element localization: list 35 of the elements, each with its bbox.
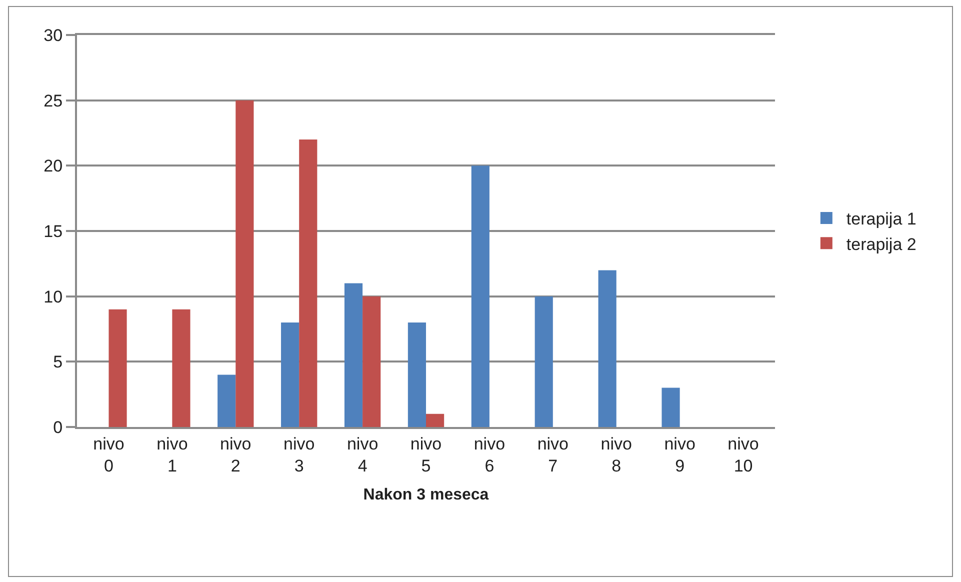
y-tick-label: 20 [44,156,63,176]
bar [218,374,236,427]
bar [408,322,426,427]
x-tick-label: nivo 8 [600,434,632,476]
x-tick-label: nivo 7 [537,434,569,476]
x-tick-label: nivo 10 [728,434,759,476]
bar [108,309,127,427]
bar [299,140,318,427]
x-tick-label: nivo 6 [474,434,506,476]
bar [281,322,300,427]
y-tick-label: 15 [44,222,63,241]
bar [362,296,381,427]
x-tick-label: nivo 4 [346,434,378,476]
bar [172,309,190,427]
x-tick-label: nivo 0 [93,434,124,476]
legend-label: terapija 2 [846,234,916,254]
y-tick-label: 30 [44,26,63,45]
bar [426,414,444,427]
x-tick-label: nivo 5 [410,434,442,476]
bar [236,100,254,427]
bar [598,270,616,427]
legend-label: terapija 1 [846,210,916,229]
y-tick-label: 25 [44,91,63,110]
x-axis-title: Nakon 3 meseca [363,486,489,504]
bar [662,388,680,427]
x-tick-label: nivo 2 [220,434,252,476]
bar [471,166,490,427]
x-tick-label: nivo 3 [283,434,315,476]
x-tick-label: nivo 1 [156,434,188,476]
bar [344,283,363,427]
y-tick-label: 10 [44,287,63,306]
y-tick-label: 5 [53,352,63,372]
bar [534,296,553,427]
y-tick-label: 0 [53,418,63,437]
x-tick-label: nivo 9 [664,434,696,476]
